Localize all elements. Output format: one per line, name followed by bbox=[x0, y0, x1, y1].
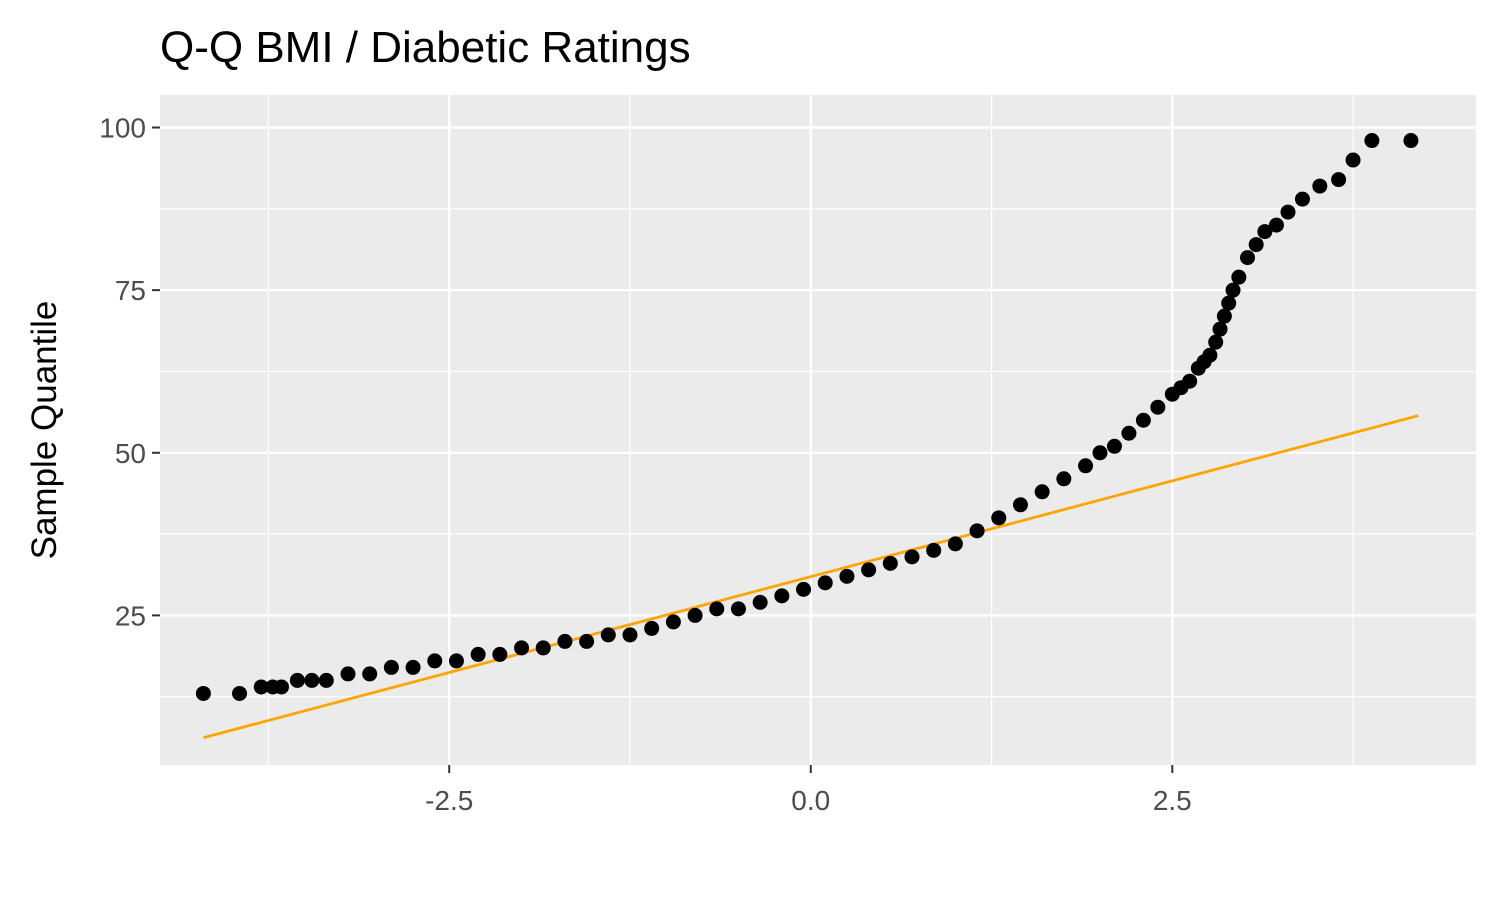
sample-point bbox=[253, 679, 269, 695]
sample-point bbox=[289, 672, 305, 688]
sample-point bbox=[1212, 321, 1228, 337]
sample-point bbox=[1208, 334, 1224, 350]
major-gridlines bbox=[160, 95, 1476, 765]
sample-point bbox=[514, 640, 530, 656]
sample-point bbox=[405, 659, 421, 675]
sample-point bbox=[1221, 295, 1237, 311]
y-axis-ticks: 25 50 75 100 bbox=[99, 113, 160, 631]
sample-point bbox=[1248, 237, 1264, 253]
sample-point bbox=[1240, 250, 1256, 266]
sample-point bbox=[195, 685, 211, 701]
sample-point bbox=[947, 536, 963, 552]
x-axis-ticks: -2.5 0.0 2.5 bbox=[425, 765, 1192, 816]
sample-point bbox=[665, 614, 681, 630]
sample-point bbox=[1257, 224, 1273, 240]
y-tick-label: 75 bbox=[115, 275, 146, 306]
sample-point bbox=[492, 646, 508, 662]
sample-point bbox=[1150, 399, 1166, 415]
chart-title: Q-Q BMI / Diabetic Ratings bbox=[160, 23, 691, 72]
sample-point bbox=[383, 659, 399, 675]
sample-point bbox=[579, 633, 595, 649]
sample-point bbox=[1280, 204, 1296, 220]
x-tick-label: 0.0 bbox=[791, 785, 830, 816]
sample-point bbox=[340, 666, 356, 682]
sample-point bbox=[1121, 425, 1137, 441]
sample-points bbox=[195, 133, 1419, 701]
sample-point bbox=[1312, 178, 1328, 194]
sample-point bbox=[1106, 438, 1122, 454]
y-tick-label: 100 bbox=[99, 113, 146, 144]
sample-point bbox=[904, 549, 920, 565]
sample-point bbox=[1294, 191, 1310, 207]
sample-point bbox=[730, 601, 746, 617]
y-axis-title: Sample Quantile bbox=[25, 301, 64, 560]
sample-point bbox=[969, 523, 985, 539]
sample-point bbox=[1012, 497, 1028, 513]
sample-point bbox=[687, 607, 703, 623]
sample-point bbox=[622, 627, 638, 643]
sample-point bbox=[448, 653, 464, 669]
sample-point bbox=[1034, 484, 1050, 500]
sample-point bbox=[644, 620, 660, 636]
sample-point bbox=[1268, 217, 1284, 233]
sample-point bbox=[232, 685, 248, 701]
sample-point bbox=[1092, 445, 1108, 461]
sample-point bbox=[1056, 471, 1072, 487]
sample-point bbox=[709, 601, 725, 617]
y-tick-label: 50 bbox=[115, 438, 146, 469]
reference-line-layer bbox=[203, 414, 1419, 740]
sample-point bbox=[318, 672, 334, 688]
sample-point bbox=[1216, 308, 1232, 324]
sample-point bbox=[1225, 282, 1241, 298]
sample-point bbox=[1403, 133, 1419, 149]
sample-point bbox=[991, 510, 1007, 526]
sample-point bbox=[1202, 347, 1218, 363]
sample-point bbox=[796, 581, 812, 597]
sample-point bbox=[273, 679, 289, 695]
sample-point bbox=[774, 588, 790, 604]
sample-point bbox=[926, 542, 942, 558]
sample-point bbox=[535, 640, 551, 656]
sample-point bbox=[1135, 412, 1151, 428]
x-tick-label: -2.5 bbox=[425, 785, 473, 816]
sample-point bbox=[1364, 133, 1380, 149]
sample-point bbox=[882, 555, 898, 571]
sample-point bbox=[817, 575, 833, 591]
reference-line bbox=[203, 414, 1419, 740]
sample-point bbox=[304, 672, 320, 688]
sample-point bbox=[600, 627, 616, 643]
sample-point bbox=[1345, 152, 1361, 168]
sample-point bbox=[362, 666, 378, 682]
x-tick-label: 2.5 bbox=[1153, 785, 1192, 816]
sample-point bbox=[1231, 269, 1247, 285]
sample-point bbox=[1078, 458, 1094, 474]
sample-point bbox=[557, 633, 573, 649]
y-tick-label: 25 bbox=[115, 600, 146, 631]
sample-point bbox=[1331, 172, 1347, 188]
sample-point bbox=[752, 594, 768, 610]
sample-point bbox=[427, 653, 443, 669]
sample-point bbox=[470, 646, 486, 662]
sample-point bbox=[861, 562, 877, 578]
minor-gridlines bbox=[160, 95, 1476, 765]
sample-point bbox=[1182, 373, 1198, 389]
plot-panel bbox=[160, 95, 1476, 765]
sample-point bbox=[839, 568, 855, 584]
